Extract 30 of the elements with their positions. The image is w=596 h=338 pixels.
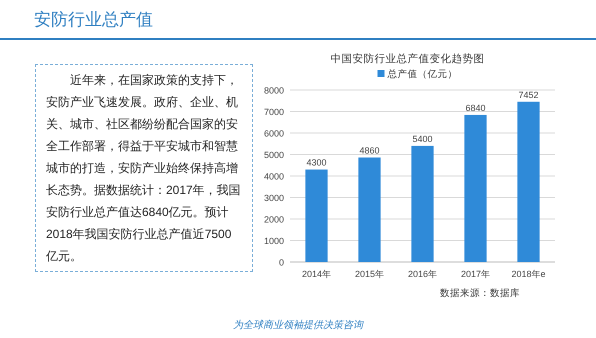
y-tick-label: 4000: [264, 172, 284, 182]
data-label: 7452: [518, 90, 539, 100]
bar: [517, 102, 540, 262]
legend-label: 总产值（亿元）: [386, 68, 458, 80]
bar: [464, 114, 487, 262]
y-tick-label: 1000: [264, 236, 284, 246]
x-tick-label: 2016年: [408, 269, 438, 279]
y-tick-label: 2000: [264, 214, 284, 224]
data-label: 6840: [465, 102, 486, 113]
text: 近年来，在国家政策的支持下，安防产业飞速发展。政府、企业、机关、城市、社区都纷纷配合国家的安全工作部署，得益于平安城市和智慧城市的打造，安防产业始终保持高增长态势。据数据统计：2017年，我国安防行业总产值达6840亿元。预计2018年我国安防行业总产值近7500亿元。: [46, 73, 241, 263]
data-label: 4300: [306, 158, 327, 168]
y-tick-label: 8000: [264, 86, 284, 96]
y-tick-label: 5000: [264, 150, 284, 160]
bar: [411, 146, 434, 262]
source-note: 数据来源：数据库: [440, 287, 520, 299]
x-tick-label: 2015年: [354, 269, 384, 279]
x-tick-label: 2014年: [302, 269, 332, 279]
bar: [305, 170, 328, 262]
x-tick-label: 2018年e: [511, 269, 546, 279]
y-tick-label: 7000: [264, 107, 284, 117]
text: 为全球商业领袖提供决策咨询: [232, 318, 365, 332]
data-label: 5400: [412, 134, 433, 144]
y-tick-label: 0: [278, 258, 284, 268]
text: 安防行业总产值: [34, 9, 153, 31]
y-tick-label: 3000: [264, 193, 284, 203]
chart-title: 中国安防行业总产值变化趋势图: [330, 52, 484, 65]
bar: [358, 158, 381, 262]
y-tick-label: 6000: [264, 128, 284, 138]
data-label: 4860: [359, 146, 380, 156]
x-tick-label: 2017年: [460, 269, 490, 279]
